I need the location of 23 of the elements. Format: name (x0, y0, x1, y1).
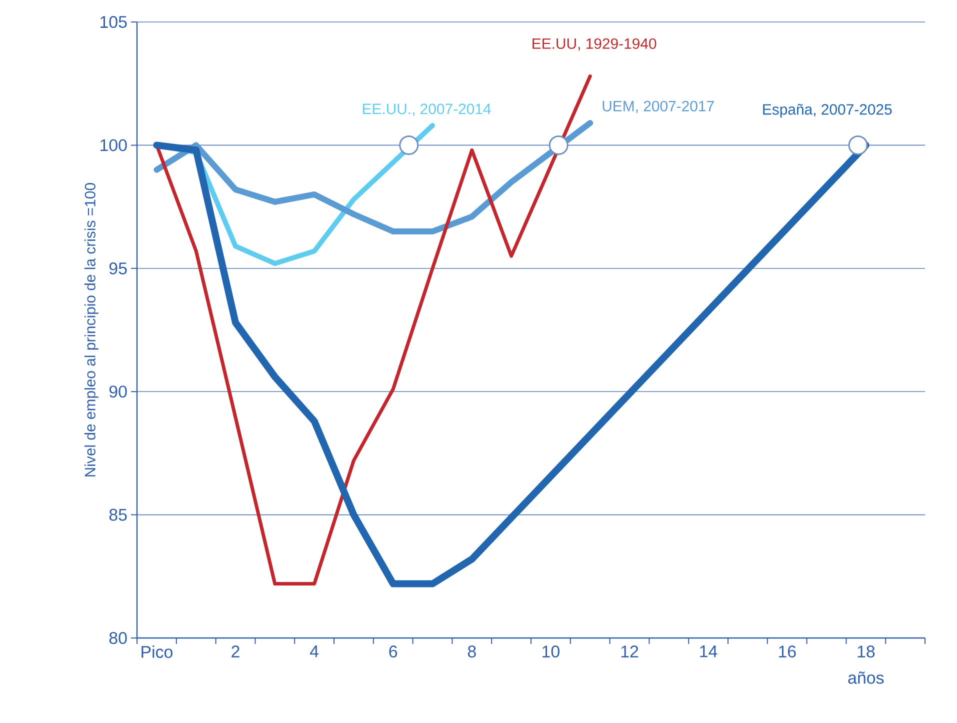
x-tick-label: 18 (858, 646, 875, 658)
y-tick-label: 105 (100, 16, 127, 28)
text: EE.UU, 1929-1940 (532, 38, 656, 51)
x-tick-label: 14 (700, 646, 718, 658)
y-tick-label: 100 (100, 139, 127, 152)
x-tick-label: 2 (232, 646, 240, 658)
series-label: UEM, 2007-2017 (602, 100, 714, 114)
x-tick-label: 16 (778, 646, 796, 658)
x-tick-label: 6 (389, 646, 398, 658)
y-tick-label: 80 (109, 632, 127, 644)
x-tick-label: 12 (621, 646, 638, 658)
y-tick-label: 85 (109, 508, 127, 521)
x-tick-label: Pico (142, 646, 172, 658)
y-tick-label: 95 (109, 262, 127, 274)
series-label: EE.UU., 2007-2014 (362, 104, 491, 116)
x-axis-title: años (848, 672, 884, 684)
x-tick-label: 8 (468, 646, 476, 658)
y-tick-label: 90 (109, 386, 127, 398)
text: España, 2007-2025 (763, 104, 892, 118)
x-tick-label: 10 (542, 646, 560, 658)
x-tick-label: 4 (310, 646, 319, 658)
y-axis-title: Nivel de empleo al principio de la crisis =100 (84, 183, 98, 476)
line-series (154, 74, 592, 586)
